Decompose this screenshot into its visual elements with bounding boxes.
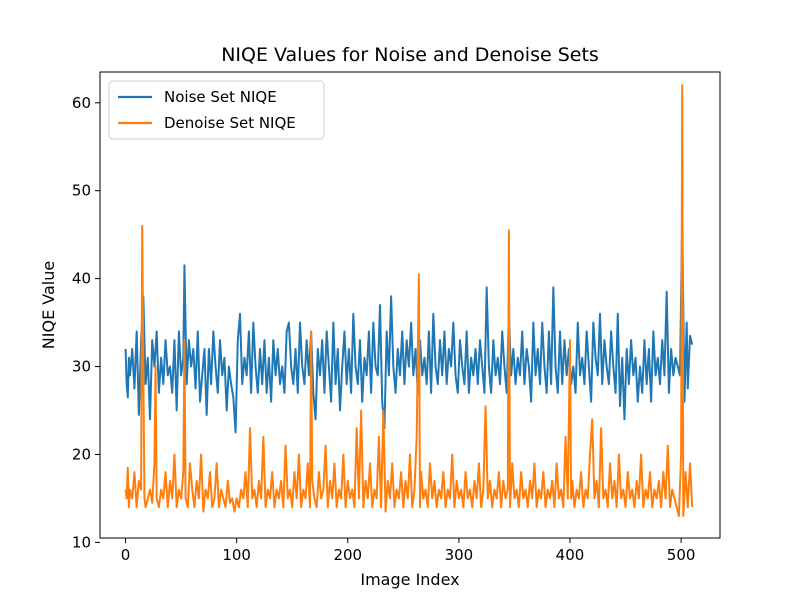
legend-label-noise: Noise Set NIQE xyxy=(164,88,277,106)
y-tick-label: 20 xyxy=(72,445,91,463)
series-line-noise xyxy=(124,216,694,434)
legend-label-denoise: Denoise Set NIQE xyxy=(164,114,296,132)
x-tick-label: 0 xyxy=(121,546,131,564)
x-axis-title: Image Index xyxy=(360,570,459,589)
x-tick-label: 200 xyxy=(333,546,362,564)
axes-layer: 0 100 200 300 400 500 10 20 30 40 50 60 xyxy=(72,94,696,564)
x-tick-label: 500 xyxy=(667,546,696,564)
y-tick-label: 60 xyxy=(72,94,91,112)
y-tick-label: 40 xyxy=(72,270,91,288)
legend-box xyxy=(108,80,325,140)
series-layer xyxy=(124,84,694,518)
y-tick-label: 50 xyxy=(72,182,91,200)
y-tick-label: 30 xyxy=(72,358,91,376)
plot-frame xyxy=(99,71,721,539)
chart-title: NIQE Values for Noise and Denoise Sets xyxy=(221,44,599,66)
y-axis-title: NIQE Value xyxy=(39,261,58,349)
y-tick-label: 10 xyxy=(72,533,91,551)
series-line-denoise xyxy=(124,84,694,518)
x-tick-label: 400 xyxy=(556,546,585,564)
x-tick-label: 300 xyxy=(445,546,474,564)
legend: Noise Set NIQE Denoise Set NIQE xyxy=(108,80,325,140)
x-tick-label: 100 xyxy=(222,546,251,564)
